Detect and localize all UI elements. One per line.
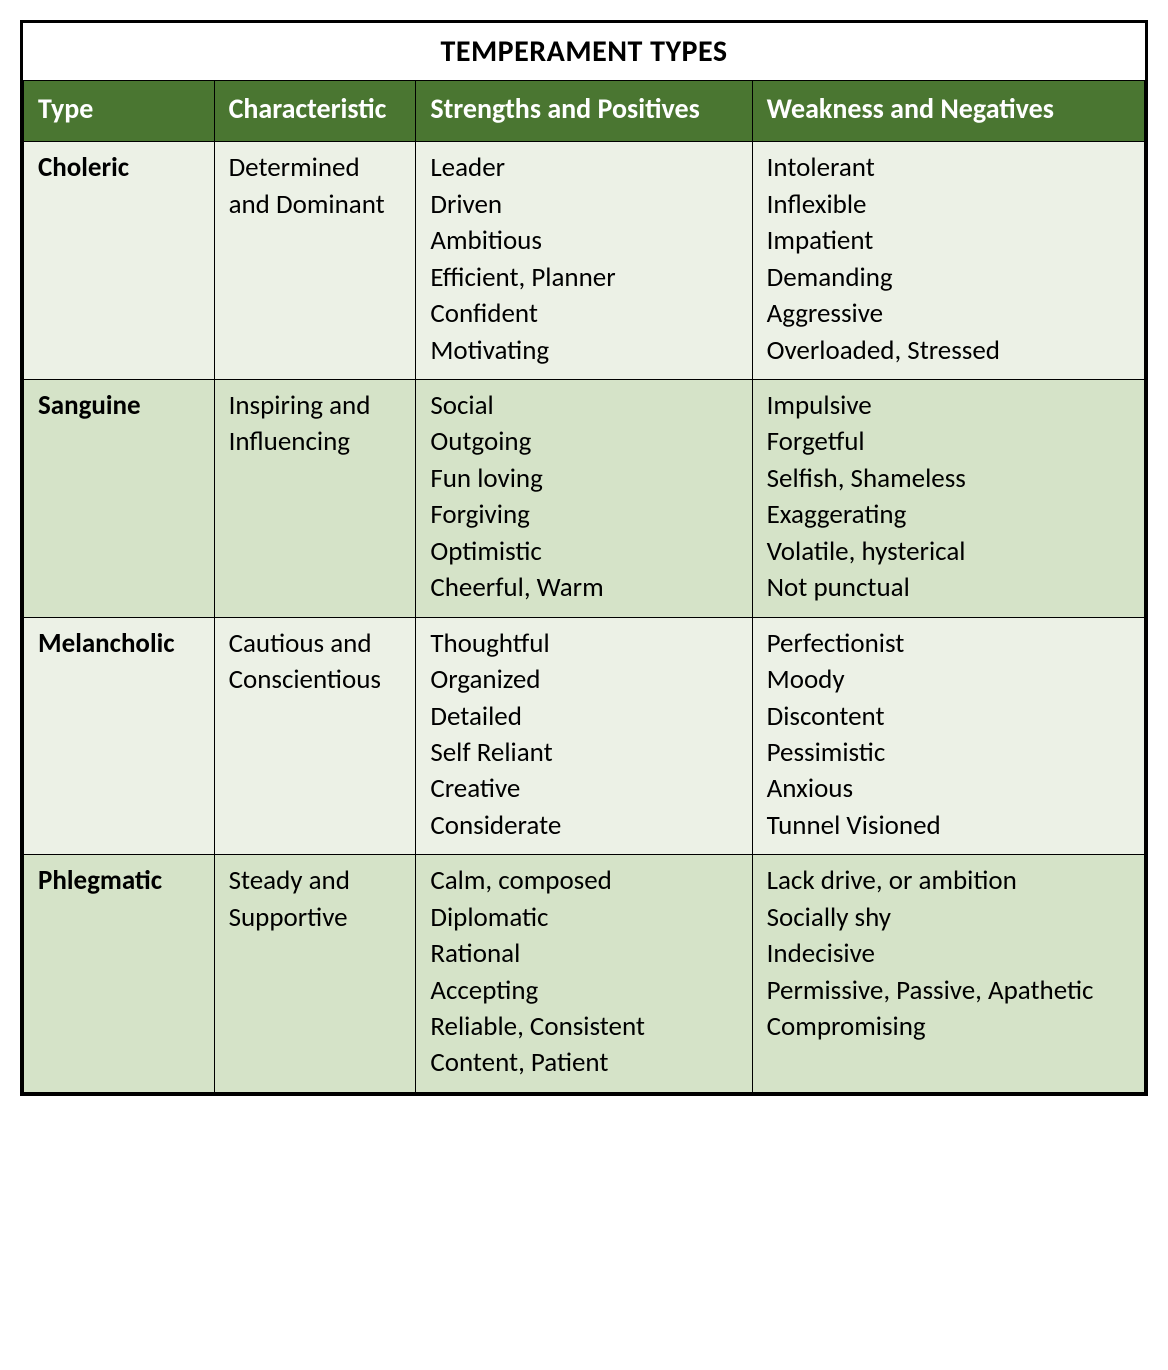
cell-weaknesses: ImpulsiveForgetfulSelfish, ShamelessExag… <box>752 380 1144 618</box>
cell-strengths: Calm, composedDiplomaticRationalAcceptin… <box>416 855 752 1093</box>
strength-item: Calm, composed <box>430 863 737 899</box>
strength-item: Organized <box>430 662 737 698</box>
cell-type: Sanguine <box>24 380 215 618</box>
weakness-item: Overloaded, Stressed <box>767 333 1130 369</box>
cell-type: Choleric <box>24 142 215 380</box>
weakness-item: Anxious <box>767 771 1130 807</box>
strength-item: Rational <box>430 936 737 972</box>
weakness-item: Lack drive, or ambition <box>767 863 1130 899</box>
weakness-item: Tunnel Visioned <box>767 808 1130 844</box>
strength-item: Confident <box>430 296 737 332</box>
strength-item: Self Reliant <box>430 735 737 771</box>
strength-item: Outgoing <box>430 424 737 460</box>
table-row: PhlegmaticSteady and SupportiveCalm, com… <box>24 855 1145 1093</box>
weakness-item: Impatient <box>767 223 1130 259</box>
cell-characteristic: Determined and Dominant <box>214 142 416 380</box>
weakness-item: Intolerant <box>767 150 1130 186</box>
cell-characteristic: Inspiring and Influencing <box>214 380 416 618</box>
strength-item: Cheerful, Warm <box>430 570 737 606</box>
cell-strengths: ThoughtfulOrganizedDetailedSelf ReliantC… <box>416 617 752 855</box>
weakness-item: Forgetful <box>767 424 1130 460</box>
weakness-item: Volatile, hysterical <box>767 534 1130 570</box>
header-characteristic: Characteristic <box>214 81 416 142</box>
strength-item: Reliable, Consistent <box>430 1009 737 1045</box>
weakness-item: Exaggerating <box>767 497 1130 533</box>
cell-weaknesses: IntolerantInflexibleImpatientDemandingAg… <box>752 142 1144 380</box>
cell-strengths: SocialOutgoingFun lovingForgivingOptimis… <box>416 380 752 618</box>
strength-item: Optimistic <box>430 534 737 570</box>
strength-item: Forgiving <box>430 497 737 533</box>
table-body: CholericDetermined and DominantLeaderDri… <box>24 142 1145 1093</box>
strength-item: Accepting <box>430 973 737 1009</box>
weakness-item: Moody <box>767 662 1130 698</box>
strength-item: Detailed <box>430 699 737 735</box>
weakness-item: Not punctual <box>767 570 1130 606</box>
cell-weaknesses: Lack drive, or ambitionSocially shyIndec… <box>752 855 1144 1093</box>
strength-item: Motivating <box>430 333 737 369</box>
strength-item: Content, Patient <box>430 1045 737 1081</box>
header-type: Type <box>24 81 215 142</box>
weakness-item: Perfectionist <box>767 626 1130 662</box>
strength-item: Thoughtful <box>430 626 737 662</box>
cell-characteristic: Cautious and Conscientious <box>214 617 416 855</box>
weakness-item: Discontent <box>767 699 1130 735</box>
weakness-item: Inflexible <box>767 187 1130 223</box>
table-row: SanguineInspiring and InfluencingSocialO… <box>24 380 1145 618</box>
table-row: CholericDetermined and DominantLeaderDri… <box>24 142 1145 380</box>
table-title: TEMPERAMENT TYPES <box>23 23 1145 80</box>
cell-weaknesses: PerfectionistMoodyDiscontentPessimisticA… <box>752 617 1144 855</box>
strength-item: Driven <box>430 187 737 223</box>
weakness-item: Demanding <box>767 260 1130 296</box>
temperament-table-container: TEMPERAMENT TYPES Type Characteristic St… <box>20 20 1148 1096</box>
header-row: Type Characteristic Strengths and Positi… <box>24 81 1145 142</box>
cell-type: Phlegmatic <box>24 855 215 1093</box>
weakness-item: Compromising <box>767 1009 1130 1045</box>
strength-item: Considerate <box>430 808 737 844</box>
cell-strengths: LeaderDrivenAmbitiousEfficient, PlannerC… <box>416 142 752 380</box>
strength-item: Fun loving <box>430 461 737 497</box>
weakness-item: Indecisive <box>767 936 1130 972</box>
strength-item: Social <box>430 388 737 424</box>
weakness-item: Pessimistic <box>767 735 1130 771</box>
strength-item: Efficient, Planner <box>430 260 737 296</box>
weakness-item: Selfish, Shameless <box>767 461 1130 497</box>
weakness-item: Permissive, Passive, Apathetic <box>767 973 1130 1009</box>
weakness-item: Socially shy <box>767 900 1130 936</box>
weakness-item: Aggressive <box>767 296 1130 332</box>
header-strengths: Strengths and Positives <box>416 81 752 142</box>
table-row: MelancholicCautious and ConscientiousTho… <box>24 617 1145 855</box>
temperament-table: Type Characteristic Strengths and Positi… <box>23 80 1145 1093</box>
strength-item: Leader <box>430 150 737 186</box>
weakness-item: Impulsive <box>767 388 1130 424</box>
cell-characteristic: Steady and Supportive <box>214 855 416 1093</box>
strength-item: Creative <box>430 771 737 807</box>
header-weaknesses: Weakness and Negatives <box>752 81 1144 142</box>
strength-item: Ambitious <box>430 223 737 259</box>
cell-type: Melancholic <box>24 617 215 855</box>
strength-item: Diplomatic <box>430 900 737 936</box>
